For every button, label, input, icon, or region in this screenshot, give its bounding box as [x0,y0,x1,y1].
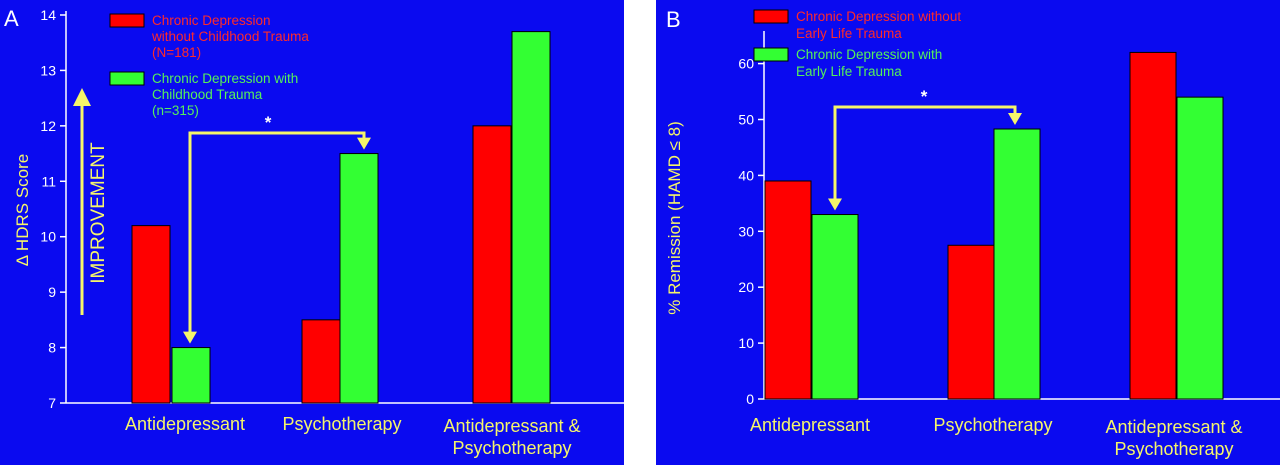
significance-star: * [265,113,272,132]
legend-swatch [109,71,145,86]
category-label: Psychotherapy [933,415,1052,435]
y-tick-label: 50 [738,112,754,128]
panel-label: A [4,6,19,31]
panel-label: B [666,7,681,32]
legend-entry: Chronic Depression with [152,71,298,86]
bar-red-3 [472,125,512,404]
category-label: Antidepressant [125,414,245,434]
y-tick-label: 10 [738,335,754,351]
y-tick-label: 7 [48,395,56,411]
legend-entry: Chronic Depression with [796,47,942,62]
y-tick-label: 13 [40,62,56,78]
bar-green-2 [339,153,379,404]
category-label: Psychotherapy [1114,439,1233,459]
bar-red-3 [1129,51,1177,400]
y-tick-label: 40 [738,167,754,183]
category-label: Antidepressant [750,415,870,435]
chart-a-svg: A 7 8 9 10 11 12 13 14 Δ HDRS Score Antidepressant… [4,6,624,458]
bar-red-1 [764,180,812,400]
category-label: Psychotherapy [452,438,571,458]
bar-red-2 [947,244,995,400]
arrowhead-icon [357,137,371,150]
chart-panel-a: A 7 8 9 10 11 12 13 14 Δ HDRS Score Antidepressant… [0,0,624,465]
y-tick-label: 14 [40,7,56,23]
category-label: Psychotherapy [282,414,401,434]
y-axis-label: % Remission (HAMD ≤ 8) [665,121,684,315]
bar-green-2 [993,128,1041,400]
legend-entry: (N=181) [152,45,201,60]
legend-entry: Early Life Trauma [796,26,902,41]
arrowhead-icon [1008,113,1022,126]
y-tick-label: 60 [738,56,754,72]
improvement-label: IMPROVEMENT [88,142,109,284]
legend-swatch [753,9,789,24]
significance-star: * [921,87,928,106]
arrowhead-icon [183,331,197,344]
category-label: Antidepressant & [1105,417,1242,437]
legend-entry: Chronic Depression [152,13,271,28]
y-tick-label: 30 [738,223,754,239]
bar-green-3 [511,31,551,404]
bar-green-1 [171,347,211,404]
bar-red-2 [301,319,341,404]
y-axis-label: Δ HDRS Score [13,154,32,266]
bar-green-3 [1176,96,1224,400]
significance-bracket [188,131,366,334]
up-arrow-icon [73,88,91,106]
legend-entry: without Childhood Trauma [151,29,309,44]
category-label: Antidepressant & [443,416,580,436]
y-tick-label: 10 [40,229,56,245]
legend-entry: Childhood Trauma [152,87,263,102]
y-tick-label: 11 [41,173,56,189]
legend-swatch [753,47,789,62]
y-tick-label: 12 [40,118,56,134]
significance-bracket [833,105,1017,201]
y-tick-label: 8 [48,340,56,356]
y-tick-label: 9 [48,284,56,300]
legend-entry: Early Life Trauma [796,64,902,79]
y-tick-label: 0 [746,391,754,407]
bar-red-1 [131,225,171,404]
legend-entry: Chronic Depression without [796,9,961,24]
legend-entry: (n=315) [152,103,199,118]
bar-green-1 [811,214,859,400]
chart-b-svg: B 0 10 20 30 40 50 60 % Remission (HAMD ≤ 8) Anti… [665,7,1280,459]
legend-swatch [109,13,145,28]
chart-panel-b: B 0 10 20 30 40 50 60 % Remission (HAMD ≤ 8) Anti… [656,0,1280,465]
arrowhead-icon [828,198,842,211]
y-tick-label: 20 [738,279,754,295]
